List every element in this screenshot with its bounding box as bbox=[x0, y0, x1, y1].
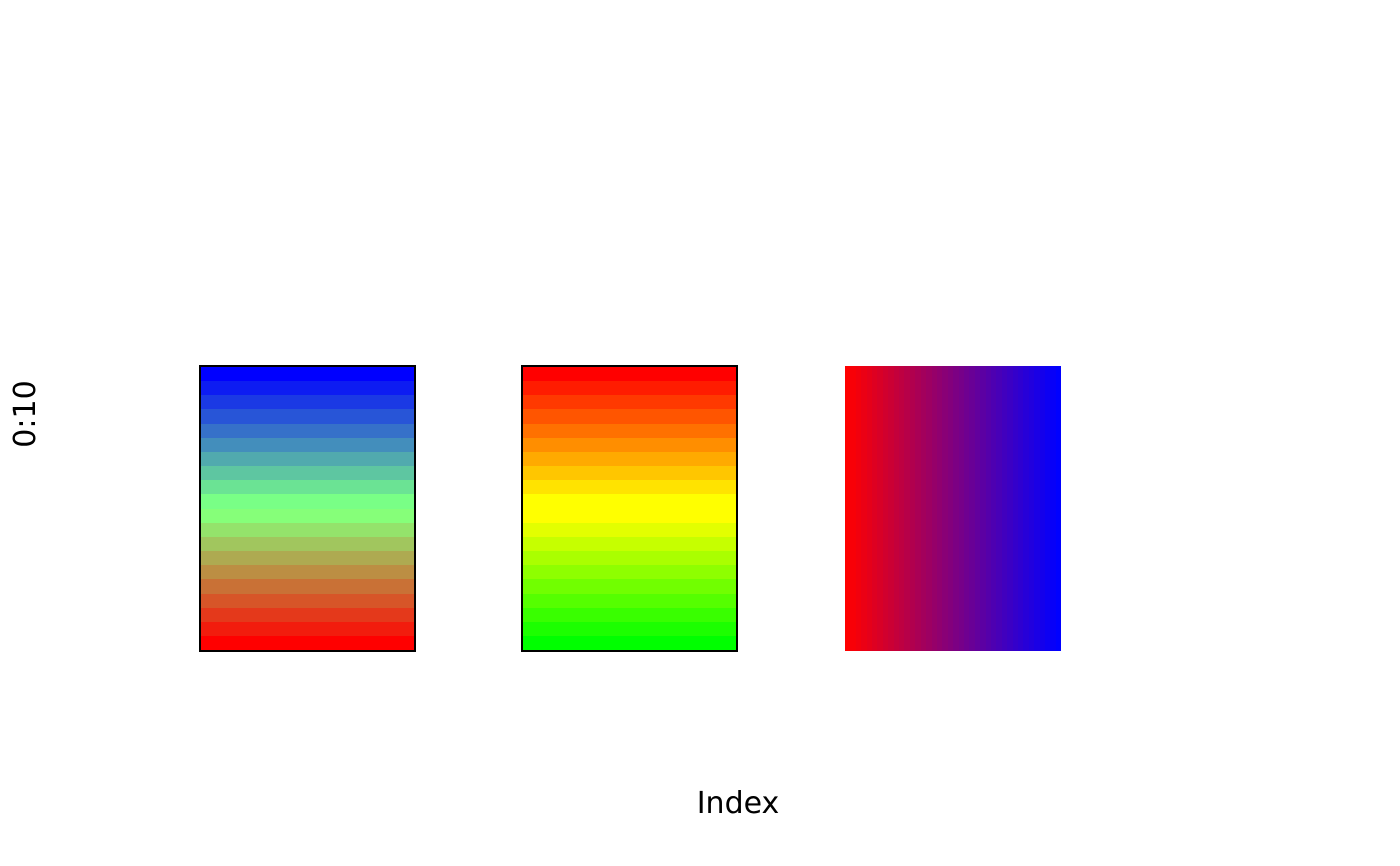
gradient-rect-blue-green-red bbox=[199, 365, 416, 652]
y-axis-label: 0:10 bbox=[8, 380, 43, 448]
gradient-rect-red-blue bbox=[845, 366, 1062, 651]
x-axis-label: Index bbox=[696, 786, 780, 821]
gradient-rect-red-yellow-green bbox=[521, 365, 738, 652]
